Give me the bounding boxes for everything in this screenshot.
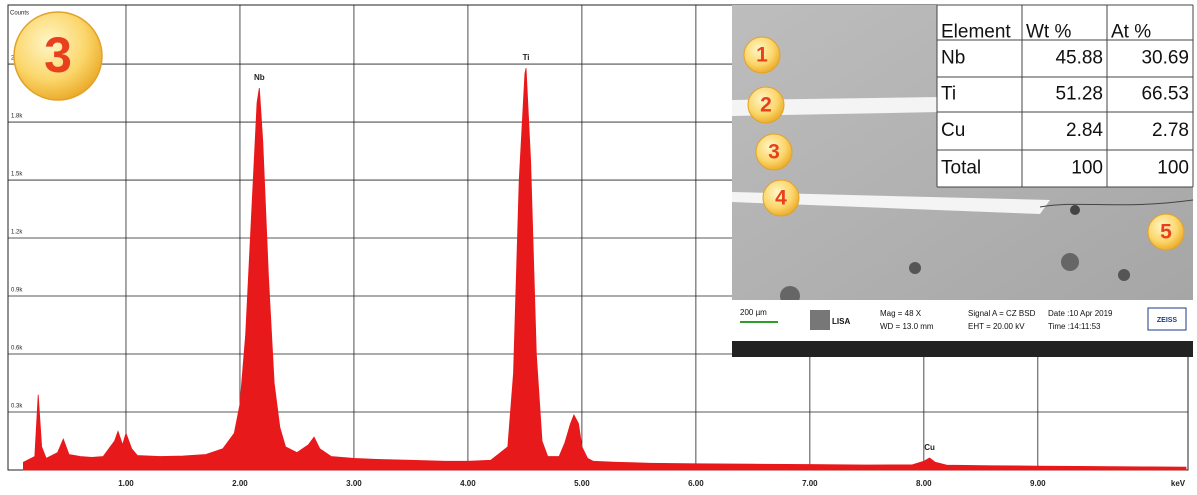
- pore: [1118, 269, 1130, 281]
- table-cell: Nb: [941, 48, 965, 69]
- x-tick-label: 5.00: [574, 479, 590, 488]
- table-cell: 51.28: [1055, 84, 1103, 105]
- logo: LISA: [832, 317, 850, 326]
- panel-label: 3: [44, 27, 72, 83]
- table-cell: Ti: [941, 84, 956, 105]
- x-tick-label: 1.00: [118, 479, 134, 488]
- date: Date :10 Apr 2019: [1048, 309, 1113, 318]
- table-cell: 2.78: [1152, 120, 1189, 141]
- brand: ZEISS: [1157, 317, 1178, 324]
- x-tick-label: 8.00: [916, 479, 932, 488]
- table-cell: 66.53: [1141, 84, 1189, 105]
- peak-label: Ti: [523, 53, 530, 62]
- y-axis-title: Counts: [10, 11, 29, 17]
- table-cell: 2.84: [1066, 120, 1103, 141]
- x-tick-label: 6.00: [688, 479, 704, 488]
- sem-footer: [732, 300, 1193, 341]
- pore: [1061, 253, 1079, 271]
- x-tick-label: 3.00: [346, 479, 362, 488]
- peak-label: Nb: [254, 73, 265, 82]
- x-tick-label: 9.00: [1030, 479, 1046, 488]
- region-number: 1: [756, 44, 768, 67]
- scale-label: 200 µm: [740, 308, 767, 317]
- y-tick-label: 0.9k: [11, 288, 23, 294]
- table-header: Wt %: [1026, 22, 1071, 43]
- pore: [1070, 205, 1080, 215]
- time: Time :14:11:53: [1048, 322, 1101, 331]
- signal: Signal A = CZ BSD: [968, 309, 1036, 318]
- region-number: 4: [775, 187, 787, 210]
- sem-footer-bar: [732, 341, 1193, 357]
- y-tick-label: 1.2k: [11, 230, 23, 236]
- table-cell: 30.69: [1141, 48, 1189, 69]
- eht: EHT = 20.00 kV: [968, 322, 1025, 331]
- table-cell: 100: [1157, 158, 1189, 179]
- peak-label: Cu: [924, 443, 935, 452]
- table-header: At %: [1111, 22, 1151, 43]
- table-cell: 100: [1071, 158, 1103, 179]
- x-tick-label: 7.00: [802, 479, 818, 488]
- wd: WD = 13.0 mm: [880, 322, 934, 331]
- mag: Mag = 48 X: [880, 309, 922, 318]
- region-number: 2: [760, 94, 772, 117]
- x-tick-label: 4.00: [460, 479, 476, 488]
- table-cell: Total: [941, 158, 981, 179]
- table-cell: 45.88: [1055, 48, 1103, 69]
- x-axis-title: keV: [1171, 479, 1186, 488]
- x-tick-label: 2.00: [232, 479, 248, 488]
- y-tick-label: 0.3k: [11, 404, 23, 410]
- logo-icon: [810, 310, 830, 330]
- y-tick-label: 1.8k: [11, 114, 23, 120]
- y-tick-label: 0.6k: [11, 346, 23, 352]
- table-header: Element: [941, 22, 1011, 43]
- region-number: 5: [1160, 221, 1172, 244]
- chart: 0.3k0.6k0.9k1.2k1.5k1.8k2.1k1.002.003.00…: [0, 0, 1197, 495]
- table-cell: Cu: [941, 120, 965, 141]
- y-tick-label: 1.5k: [11, 172, 23, 178]
- pore: [909, 262, 921, 274]
- region-number: 3: [768, 141, 780, 164]
